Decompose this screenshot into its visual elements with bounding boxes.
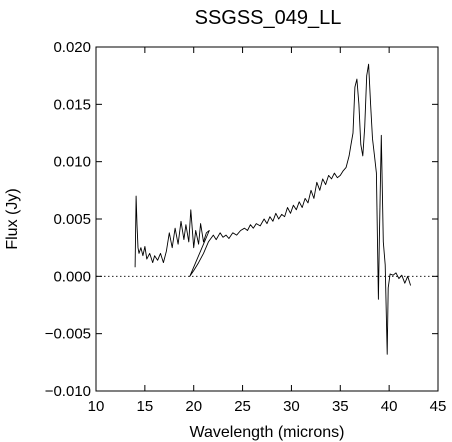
x-tick-label: 45	[430, 398, 447, 415]
y-tick-label: −0.010	[45, 383, 91, 400]
x-tick-label: 30	[283, 398, 300, 415]
y-tick-label: 0.020	[53, 39, 91, 56]
y-tick-label: 0.010	[53, 154, 91, 171]
y-tick-label: 0.000	[53, 268, 91, 285]
y-tick-label: 0.015	[53, 96, 91, 113]
x-tick-label: 25	[234, 398, 251, 415]
x-axis-label: Wavelength (microns)	[189, 424, 344, 441]
chart-title: SSGSS_049_LL	[195, 7, 342, 29]
x-tick-label: 15	[137, 398, 154, 415]
axis-ticks: 10 15 20 25 30 35 40 45 −0.010 −0.005 0.000 0.005 0.…	[45, 39, 447, 415]
y-axis-label: Flux (Jy)	[4, 188, 21, 249]
x-tick-label: 20	[185, 398, 202, 415]
y-tick-label: 0.005	[53, 211, 91, 228]
x-tick-label: 40	[381, 398, 398, 415]
y-tick-label: −0.005	[45, 326, 91, 343]
x-tick-label: 35	[332, 398, 349, 415]
flux-series-line	[134, 63, 412, 355]
x-tick-label: 10	[88, 398, 105, 415]
